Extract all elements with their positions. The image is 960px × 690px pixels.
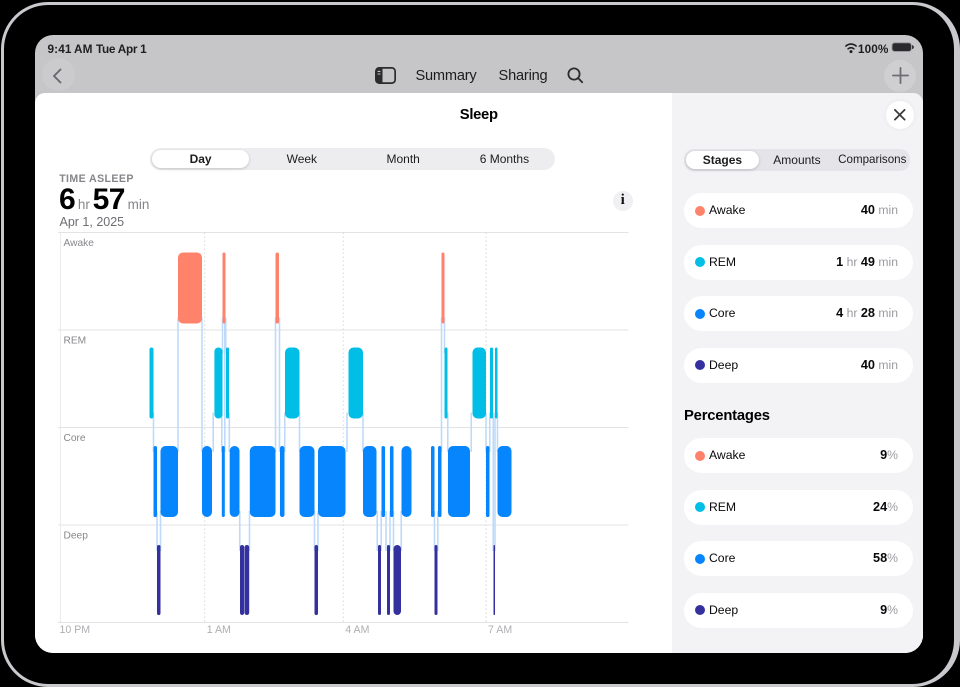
svg-text:REM: REM — [64, 336, 87, 347]
svg-text:7 AM: 7 AM — [488, 624, 512, 636]
svg-text:Core: Core — [64, 433, 86, 444]
svg-text:Deep: Deep — [64, 531, 89, 542]
svg-text:4 AM: 4 AM — [345, 624, 369, 636]
svg-text:1 AM: 1 AM — [207, 624, 231, 636]
svg-text:Awake: Awake — [64, 238, 95, 249]
svg-text:10 PM: 10 PM — [60, 624, 91, 636]
